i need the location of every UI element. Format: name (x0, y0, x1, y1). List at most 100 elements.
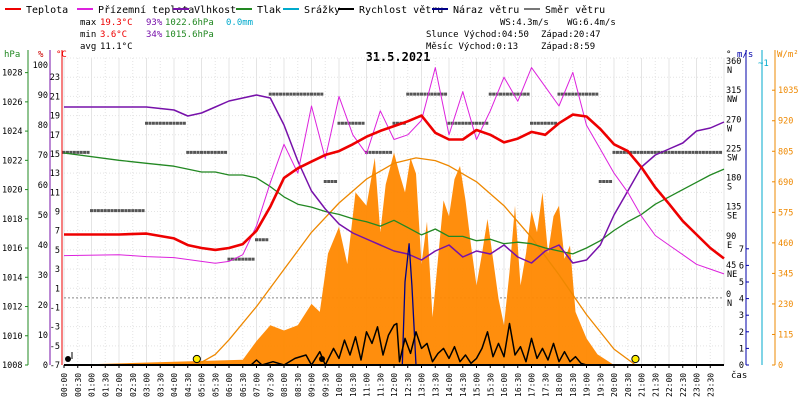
wind-direction-dot (643, 150, 647, 154)
axis-hpa-label: hPa (4, 50, 20, 60)
x-tick-label: 14:30 (459, 373, 468, 397)
x-tick-label: 23:00 (693, 373, 702, 397)
x-tick-label: 07:30 (266, 373, 275, 397)
wind-direction-dot (640, 150, 643, 154)
wind-direction-dot (695, 150, 698, 154)
wind-direction-dot (505, 92, 509, 96)
wind-direction-dot (681, 150, 685, 154)
axis-temp-tick: 17 (50, 131, 60, 141)
pressure-line (63, 152, 725, 255)
wind-direction-dot (340, 121, 344, 125)
wind-direction-dot (79, 150, 83, 154)
wind-direction-dot (468, 121, 472, 125)
x-tick-label: 18:30 (569, 373, 578, 397)
wind-direction-dot (406, 92, 410, 96)
stat-max-press: 1022.6hPa (165, 18, 214, 28)
axis-dir-tick: 45 (726, 261, 736, 271)
wind-direction-dot (516, 92, 520, 96)
axis-pct-tick: 0 (43, 361, 48, 371)
axis-temp-tick: 7 (55, 227, 60, 237)
wind-direction-dot (371, 150, 375, 154)
axis-ms-tick: 4 (739, 295, 744, 305)
wind-direction-dot (189, 150, 193, 154)
stat-min-press: 1015.6hPa (165, 30, 214, 40)
axis-temp-tick: 3 (55, 265, 60, 275)
axis-pct-tick: 90 (38, 91, 48, 101)
x-tick-label: 14:00 (445, 373, 454, 397)
wind-direction-dot (237, 257, 241, 261)
axis-temp-tick: -3 (50, 323, 60, 333)
axis-temp-label: °C (56, 50, 67, 60)
axis-ms-label: m/s (737, 50, 753, 60)
x-tick-label: 22:30 (679, 373, 688, 397)
wind-direction-dot (409, 92, 413, 96)
wind-direction-dot (475, 121, 478, 125)
axis-mm-label: ~1 (758, 59, 769, 69)
wind-direction-dot (629, 150, 633, 154)
x-tick-label: 17:00 (528, 373, 537, 397)
wind-direction-dot (162, 121, 166, 125)
wind-direction-dot (698, 150, 702, 154)
info-moonrise: Měsíc Východ:0:13 (426, 42, 518, 52)
wind-direction-dot (547, 121, 551, 125)
wind-direction-dot (615, 150, 619, 154)
x-tick-label: 19:00 (583, 373, 592, 397)
x-tick-label: 11:30 (376, 373, 385, 397)
wind-direction-dot (272, 92, 276, 96)
wind-direction-dot (605, 180, 609, 183)
wind-direction-dot (220, 150, 224, 154)
axis-dir-tick: 135 (726, 203, 741, 213)
axis-pct-tick: 100 (33, 61, 48, 71)
wind-direction-dot (347, 121, 351, 125)
axis-hpa-tick: 1010 (2, 332, 22, 342)
axis-hpa-tick: 1018 (2, 215, 22, 225)
wind-direction-dot (303, 92, 307, 96)
wind-direction-dot (395, 121, 399, 125)
legend-label-3: Tlak (257, 5, 281, 16)
x-tick-label: 15:00 (473, 373, 482, 397)
legend-label-0: Teplota (26, 5, 68, 16)
wind-direction-dot (65, 150, 69, 154)
wind-direction-dot (93, 209, 97, 213)
x-tick-label: 03:30 (156, 373, 165, 397)
axis-temp-tick: 13 (50, 169, 60, 179)
wind-direction-dot (141, 209, 145, 213)
wind-direction-dot (251, 257, 255, 261)
x-tick-label: 04:30 (184, 373, 193, 397)
wind-direction-dot (268, 92, 272, 96)
wind-direction-dot (200, 150, 203, 154)
wind-direction-dot (602, 180, 606, 183)
wind-direction-dot (609, 180, 613, 183)
axis-pct-tick: 80 (38, 121, 48, 131)
wind-direction-dot (557, 92, 561, 96)
axis-temp-tick: -1 (50, 303, 60, 313)
wind-direction-dot (392, 121, 396, 125)
wind-direction-dot (677, 150, 681, 154)
wind-direction-dot (76, 150, 80, 154)
wind-direction-dot (62, 150, 66, 154)
wind-direction-dot (492, 92, 496, 96)
wind-direction-dot (206, 150, 210, 154)
x-tick-label: 00:30 (74, 373, 83, 397)
axis-hpa-tick: 1022 (2, 156, 22, 166)
wind-direction-dot (536, 121, 540, 125)
x-tick-label: 21:30 (651, 373, 660, 397)
axis-hpa-tick: 1024 (2, 127, 22, 137)
axis-dir-tick: 0 (726, 290, 731, 300)
wind-direction-dot (289, 92, 293, 96)
wind-direction-dot (100, 209, 104, 213)
wind-direction-dot (72, 150, 76, 154)
axes: hPa1008101010121014101610181020102210241… (2, 50, 799, 371)
wind-direction-dot (670, 150, 674, 154)
wind-direction-dot (488, 92, 492, 96)
marker-sunrise (192, 354, 201, 364)
wind-direction-dot (306, 92, 310, 96)
wind-direction-dot (358, 121, 362, 125)
x-tick-label: 06:30 (239, 373, 248, 397)
axis-wm2-tick: 345 (778, 269, 793, 279)
wind-direction-dot (574, 92, 578, 96)
wind-direction-dot (457, 121, 461, 125)
wind-direction-dot (244, 257, 248, 261)
wind-direction-dot (275, 92, 279, 96)
axis-hpa-tick: 1008 (2, 361, 22, 371)
